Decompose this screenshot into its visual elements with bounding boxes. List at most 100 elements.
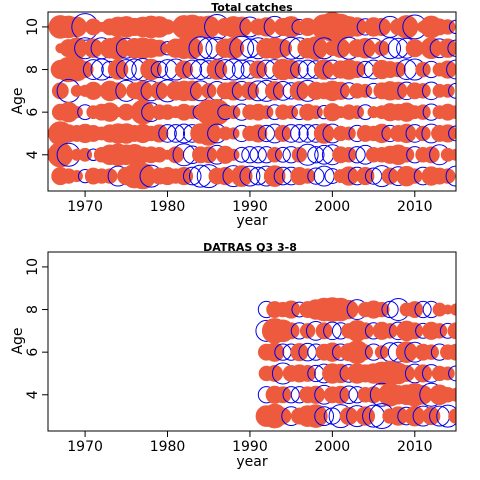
bubble-positive [174, 167, 194, 186]
bubble-positive [389, 81, 408, 100]
y-axis-label: Age [10, 327, 26, 354]
bubble-negative [249, 146, 267, 164]
bubble-positive [431, 323, 448, 339]
x-tick-label: 1990 [232, 439, 268, 455]
bubble-positive [76, 61, 94, 78]
bubble-positive [201, 83, 217, 99]
bubble-layer [255, 297, 456, 429]
bubble-positive [150, 124, 169, 143]
bubble-negative [115, 59, 137, 81]
bubble-positive [406, 322, 424, 340]
bubble-negative [214, 59, 236, 81]
bubble-positive [240, 81, 260, 100]
bubble-positive [398, 365, 415, 382]
bubble-positive [422, 406, 441, 426]
bubble-positive [315, 322, 333, 340]
bubble-negative [298, 124, 317, 143]
bubble-negative [182, 166, 202, 186]
bubble-positive [304, 404, 328, 428]
bubble-positive [304, 36, 328, 61]
bubble-negative [307, 167, 325, 185]
bubble-negative [381, 300, 399, 319]
bubble-positive [440, 19, 456, 35]
bubble-negative [290, 60, 309, 79]
bubble-positive [396, 123, 417, 144]
bubble-positive [422, 146, 440, 164]
y-axis-label: Age [10, 87, 26, 114]
bubble-positive [130, 99, 156, 125]
x-axis-label: year [236, 213, 267, 229]
bubble-positive [449, 148, 456, 161]
x-axis-label: year [236, 454, 267, 470]
x-tick-label: 2000 [315, 199, 351, 215]
panel-datras-q3: DATRAS Q3 3-8 1970 1980 1990 2000 201046810 … [10, 241, 457, 470]
bubble-positive [203, 98, 231, 126]
bubble-negative [296, 143, 319, 166]
bubble-positive [404, 405, 426, 427]
x-tick-label: 2000 [315, 439, 351, 455]
bubble-positive [413, 364, 433, 383]
y-tick-label: 8 [25, 305, 41, 314]
bubble-positive [339, 299, 359, 320]
bubble-negative [281, 124, 301, 143]
bubble-negative [222, 58, 245, 81]
x-tick-label: 1990 [232, 199, 268, 215]
x-tick-label: 1970 [67, 199, 103, 215]
bubble-positive [313, 123, 335, 144]
bubble-negative [150, 60, 168, 79]
bubble-positive [407, 168, 423, 184]
bubble-positive [263, 165, 286, 187]
bubble-negative [82, 59, 104, 81]
bubble-positive [200, 146, 218, 164]
bubble-positive [395, 341, 418, 363]
x-tick-label: 1970 [67, 439, 103, 455]
panel-total-catches: Total catches 1970 1980 1990 2000 201046810 … [10, 1, 457, 229]
bubble-positive [206, 59, 228, 80]
bubble-positive [223, 81, 244, 101]
bubble-positive [339, 166, 359, 186]
bubble-positive [438, 38, 456, 58]
x-tick-label: 1980 [150, 439, 186, 455]
y-tick-label: 4 [25, 390, 41, 399]
bubble-positive [306, 385, 325, 404]
bubble-positive [358, 83, 373, 98]
bubble-negative [379, 37, 402, 60]
y-tick-label: 8 [25, 65, 41, 74]
bubble-positive [259, 105, 274, 120]
bubble-positive [66, 16, 88, 38]
bubble-positive [390, 61, 407, 78]
bubble-positive [70, 106, 83, 119]
bubble-positive [266, 147, 283, 163]
bubble-negative [233, 146, 250, 163]
bubble-negative [182, 59, 203, 80]
bubble-positive [51, 82, 69, 100]
bubble-positive [231, 16, 252, 38]
panel-title: DATRAS Q3 3-8 [203, 241, 297, 254]
bubble-positive [284, 105, 299, 120]
panel-title: Total catches [211, 1, 293, 14]
y-tick-label: 6 [25, 108, 41, 117]
bubble-positive [440, 366, 455, 381]
bubble-negative [274, 146, 291, 163]
bubble-positive [350, 105, 365, 120]
bubble-negative [348, 146, 366, 164]
bubble-positive [438, 124, 456, 143]
bubble-positive [227, 148, 240, 161]
bubble-positive [308, 105, 323, 120]
bubble-negative [445, 165, 456, 187]
bubble-positive [264, 81, 285, 101]
bubble-positive [282, 300, 301, 319]
bubble-positive [274, 407, 292, 425]
y-tick-label: 4 [25, 150, 41, 159]
bubble-positive [249, 60, 268, 79]
bubble-positive [291, 147, 308, 163]
bubble-positive [70, 170, 83, 183]
y-tick-label: 6 [25, 348, 41, 357]
bubble-positive [381, 167, 399, 185]
bubble-negative [166, 124, 186, 143]
bubble-negative [307, 146, 325, 164]
x-tick-label: 2010 [397, 439, 433, 455]
bubble-negative [290, 124, 309, 143]
bubble-positive [196, 121, 221, 146]
bubble-positive [107, 59, 129, 80]
